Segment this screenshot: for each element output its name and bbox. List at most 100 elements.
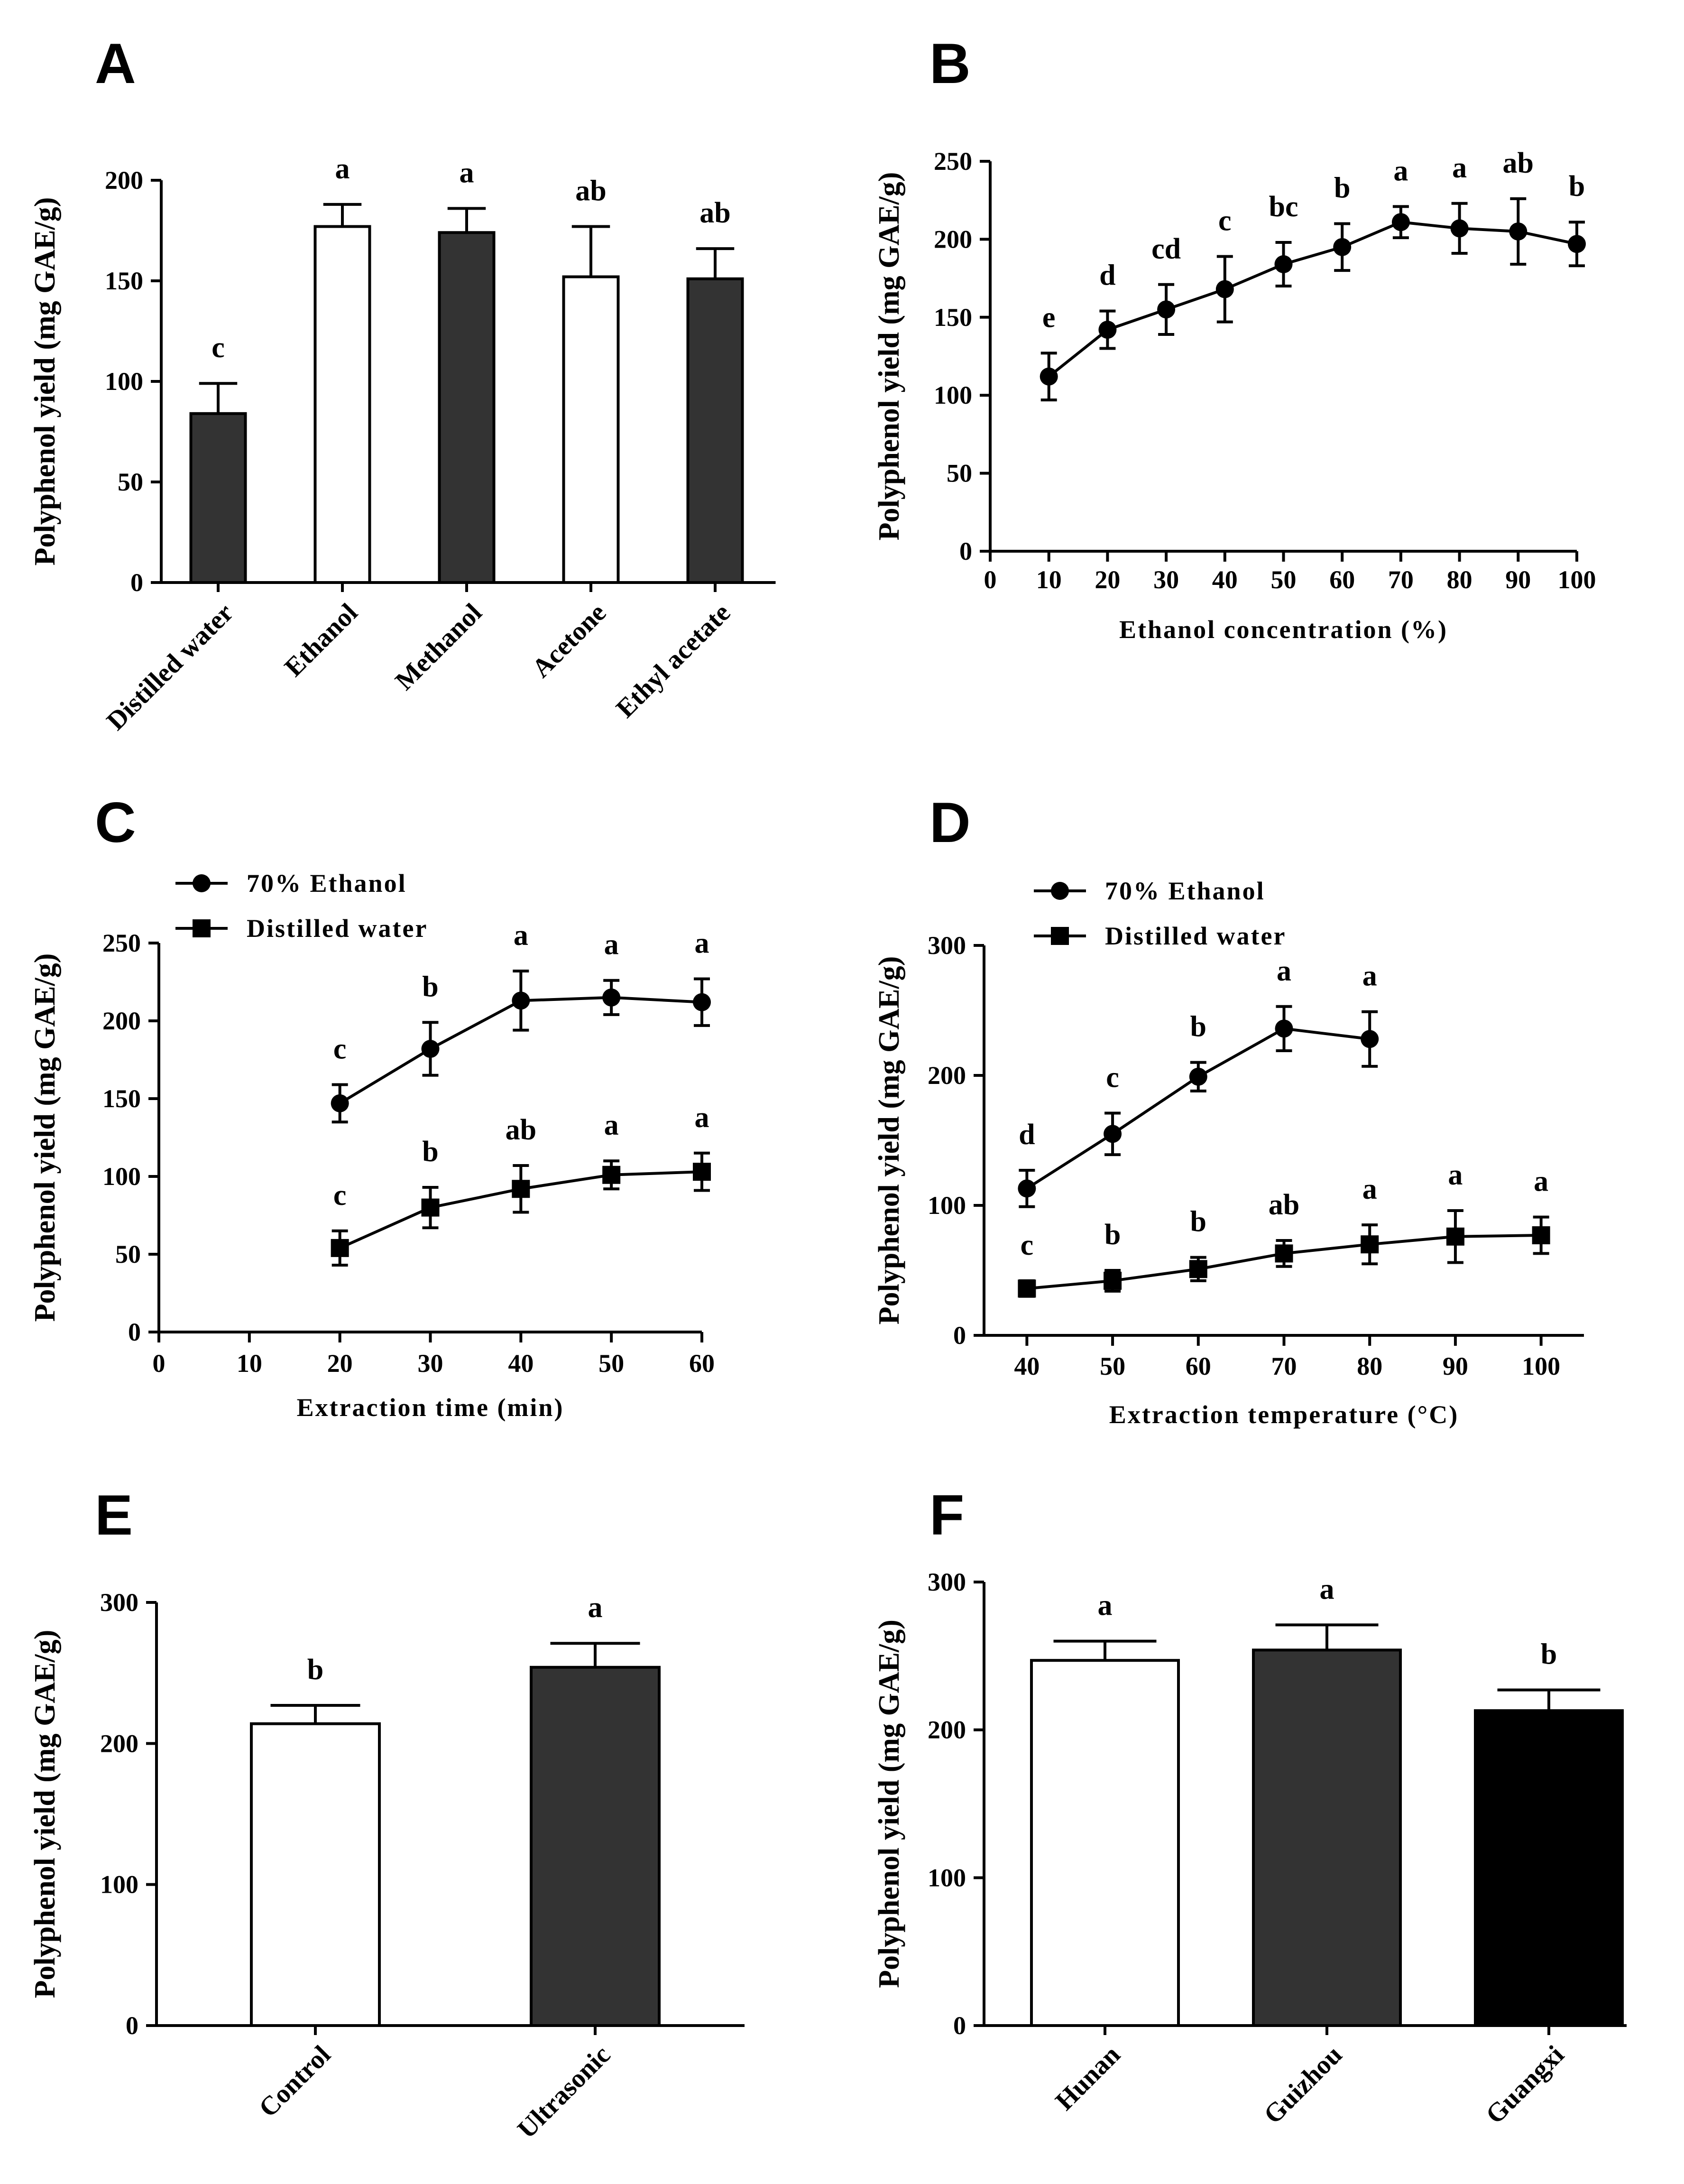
significance-label: c: [1218, 205, 1232, 237]
bar: [686, 277, 744, 584]
category-label: Guangxi: [1480, 2040, 1570, 2129]
bar: [1474, 1709, 1624, 2027]
y-tick-label: 0: [126, 2011, 138, 2040]
data-point-circle: [1568, 235, 1586, 253]
legend: 70% Ethanol Distilled water: [1034, 877, 1286, 950]
significance-label: c: [1021, 1229, 1034, 1261]
x-tick-label: 40: [1212, 565, 1238, 594]
y-tick-label: 300: [100, 1588, 138, 1617]
data-point-square: [512, 1180, 530, 1198]
legend-label: Distilled water: [1105, 922, 1286, 950]
legend-label: 70% Ethanol: [1105, 877, 1265, 905]
x-tick-label: 50: [1271, 565, 1297, 594]
x-tick-label: 80: [1357, 1352, 1382, 1380]
x-tick-label: 50: [1100, 1352, 1125, 1380]
x-tick-label: 60: [689, 1349, 715, 1378]
data-point-circle: [331, 1094, 349, 1112]
significance-label: c: [212, 332, 225, 364]
y-tick-label: 100: [105, 367, 143, 396]
data-point-square: [693, 1163, 711, 1181]
data-point-circle: [693, 993, 711, 1011]
data-point-square: [193, 919, 211, 937]
bar: [250, 1722, 381, 2027]
x-tick-label: 70: [1271, 1352, 1297, 1380]
y-tick-label: 50: [115, 1240, 141, 1268]
significance-label: b: [1334, 172, 1350, 204]
y-tick-label: 200: [102, 1007, 141, 1035]
y-tick-label: 250: [102, 929, 141, 957]
panel-a: A 0 50 100 150 200 Polyphenol yield (mg GAE/g)…: [29, 32, 776, 736]
significance-label: c: [1106, 1061, 1119, 1093]
y-tick-label: 100: [928, 1863, 966, 1892]
data-point-circle: [1215, 280, 1234, 298]
data-point-square: [421, 1198, 440, 1217]
significance-label: d: [1019, 1119, 1035, 1151]
panel-f: F 0 100 200 300 Polyphenol yield (mg GAE/g) a H…: [873, 1483, 1627, 2129]
legend-label: Distilled water: [247, 914, 428, 943]
significance-label: ab: [699, 197, 730, 229]
x-tick-label: 20: [327, 1349, 353, 1378]
data-point-circle: [1274, 255, 1293, 274]
panel-letter: E: [95, 1483, 133, 1547]
x-tick-label: 30: [1153, 565, 1179, 594]
significance-label: b: [1569, 170, 1585, 203]
data-point-square: [1446, 1227, 1464, 1246]
significance-label: a: [335, 153, 350, 185]
data-point-circle: [1040, 367, 1058, 386]
x-tick-label: 20: [1095, 565, 1120, 594]
x-axis-title: Extraction time (min): [297, 1393, 564, 1422]
significance-label: ab: [1269, 1189, 1299, 1221]
data-point-circle: [193, 874, 211, 892]
x-tick-label: 50: [598, 1349, 624, 1378]
y-tick-label: 250: [934, 147, 972, 176]
category-label: Methanol: [390, 598, 488, 696]
y-tick-label: 0: [130, 568, 143, 597]
panel-letter: C: [95, 791, 136, 854]
x-tick-label: 0: [153, 1349, 166, 1378]
significance-label: b: [307, 1654, 323, 1686]
category-label: Hunan: [1050, 2040, 1126, 2116]
category-label: Guizhou: [1258, 2040, 1348, 2129]
significance-label: a: [1448, 1159, 1463, 1191]
significance-label: b: [1190, 1011, 1206, 1043]
y-tick-label: 100: [100, 1870, 138, 1899]
panel-letter: B: [929, 32, 971, 95]
series-70-ethanol: c b a a a: [331, 919, 711, 1124]
significance-label: e: [1042, 301, 1056, 333]
data-point-circle: [1361, 1030, 1379, 1048]
category-label: Acetone: [526, 598, 612, 683]
y-tick-label: 100: [934, 381, 972, 409]
x-tick-label: 90: [1443, 1352, 1468, 1380]
legend-label: 70% Ethanol: [247, 869, 407, 898]
data-point-square: [1532, 1226, 1550, 1245]
panel-d: D 0 100 200 300 Polyphenol yield (mg GAE/g) 40…: [873, 791, 1584, 1429]
data-point-square: [1361, 1235, 1379, 1254]
y-tick-label: 200: [100, 1729, 138, 1758]
significance-label: a: [1362, 1173, 1377, 1205]
bar: [438, 231, 496, 584]
y-tick-label: 0: [959, 537, 972, 565]
x-tick-label: 30: [418, 1349, 443, 1378]
bar: [313, 225, 371, 584]
category-label: Ultrasonic: [512, 2040, 616, 2144]
data-point-circle: [1391, 213, 1410, 231]
significance-label: b: [422, 971, 438, 1003]
y-tick-label: 100: [102, 1162, 141, 1191]
significance-label: c: [333, 1033, 347, 1065]
x-tick-label: 10: [1036, 565, 1062, 594]
bar: [562, 275, 620, 584]
x-tick-label: 100: [1558, 565, 1596, 594]
x-tick-label: 70: [1388, 565, 1414, 594]
bar: [1030, 1659, 1180, 2027]
x-axis-title: Extraction temperature (°C): [1109, 1400, 1459, 1429]
x-tick-label: 60: [1186, 1352, 1211, 1380]
x-axis-title: Ethanol concentration (%): [1119, 615, 1448, 644]
x-tick-label: 90: [1505, 565, 1531, 594]
y-tick-label: 50: [118, 468, 143, 496]
x-tick-label: 80: [1447, 565, 1472, 594]
significance-label: a: [1393, 155, 1408, 187]
significance-label: a: [1534, 1166, 1548, 1198]
